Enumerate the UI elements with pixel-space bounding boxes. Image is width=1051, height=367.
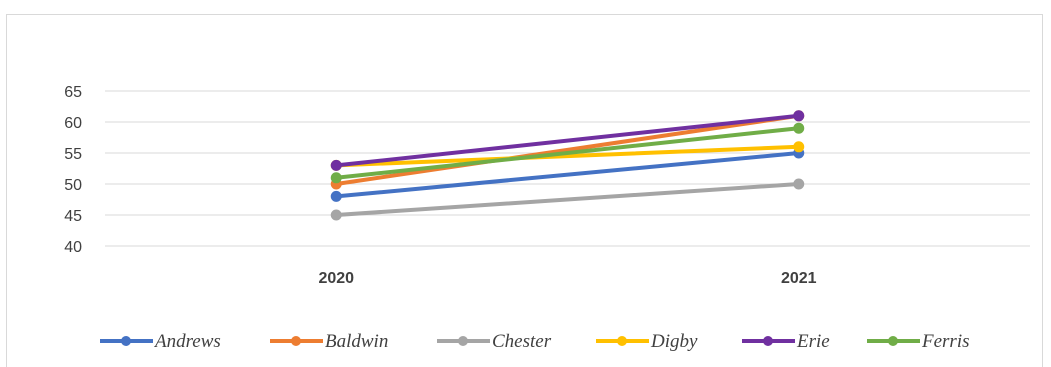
- series-line: [334, 144, 801, 168]
- series-line: [334, 182, 801, 217]
- legend-label: Erie: [796, 331, 830, 352]
- series-ferris: [330, 122, 805, 184]
- legend-label: Chester: [492, 331, 552, 352]
- legend-item-ferris: Ferris: [867, 331, 970, 352]
- data-point: [793, 122, 805, 134]
- legend-label: Ferris: [921, 331, 970, 352]
- x-tick-label: 2021: [781, 270, 817, 287]
- x-tick-label: 2020: [318, 270, 354, 287]
- legend-label: Baldwin: [325, 331, 388, 352]
- y-tick-label: 65: [64, 84, 82, 101]
- data-point: [330, 190, 342, 202]
- data-point: [793, 178, 805, 190]
- legend-item-andrews: Andrews: [100, 331, 221, 352]
- legend-item-erie: Erie: [742, 331, 830, 352]
- legend-label: Digby: [650, 331, 698, 352]
- legend-label: Andrews: [153, 331, 221, 352]
- data-point: [330, 209, 342, 221]
- y-tick-label: 50: [64, 177, 82, 194]
- y-tick-label: 45: [64, 208, 82, 225]
- series-line: [334, 113, 801, 186]
- x-axis-ticks: 2020 2021: [318, 270, 816, 287]
- y-axis-ticks: 40 45 50 55 60 65: [64, 84, 82, 256]
- legend-swatch-marker: [617, 336, 627, 346]
- legend-item-baldwin: Baldwin: [270, 331, 388, 352]
- data-point: [330, 172, 342, 184]
- chart-frame: [6, 14, 1043, 367]
- legend-swatch-marker: [888, 336, 898, 346]
- gridlines: [105, 90, 1030, 247]
- series-chester: [330, 178, 805, 221]
- legend-swatch-marker: [763, 336, 773, 346]
- legend: Andrews Baldwin Chester Digby Erie Ferris: [100, 331, 970, 352]
- y-tick-label: 40: [64, 239, 82, 256]
- data-point: [793, 110, 805, 122]
- data-point: [330, 159, 342, 171]
- y-tick-label: 60: [64, 115, 82, 132]
- legend-swatch-marker: [121, 336, 131, 346]
- legend-swatch-marker: [458, 336, 468, 346]
- y-tick-label: 55: [64, 146, 82, 163]
- data-point: [793, 141, 805, 153]
- legend-item-chester: Chester: [437, 331, 552, 352]
- series-line: [334, 151, 801, 199]
- series-line: [334, 126, 801, 180]
- legend-swatch-marker: [291, 336, 301, 346]
- series-line: [334, 113, 801, 168]
- series-digby: [330, 141, 805, 171]
- series-lines: [330, 110, 805, 221]
- series-erie: [330, 110, 805, 171]
- legend-item-digby: Digby: [596, 331, 698, 352]
